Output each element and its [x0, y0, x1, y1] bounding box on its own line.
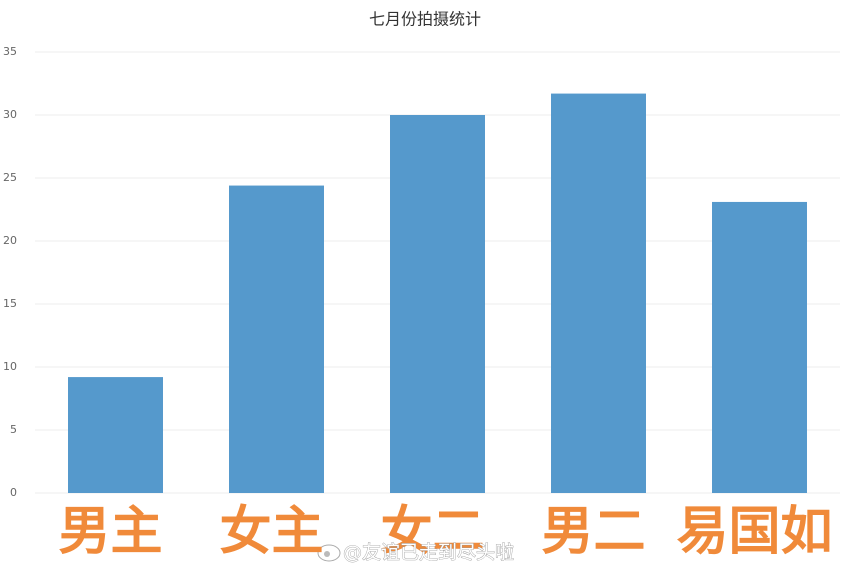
x-tick-label: 易国如: [676, 502, 832, 562]
bar: [68, 377, 163, 493]
x-tick-label: 男二: [541, 502, 645, 562]
x-tick-label: 男主: [58, 502, 162, 562]
y-tick-label: 5: [10, 423, 17, 436]
bar: [390, 115, 485, 493]
y-tick-label: 0: [10, 486, 17, 499]
y-tick-label: 25: [3, 171, 17, 184]
x-tick-label: 女二: [380, 502, 484, 562]
bar: [712, 201, 807, 493]
y-tick-label: 15: [3, 297, 17, 310]
y-tick-label: 35: [3, 45, 17, 58]
bar: [229, 185, 324, 493]
x-tick-label: 女主: [219, 502, 323, 562]
chart-title: 七月份拍摄统计: [369, 10, 481, 29]
y-tick-label: 10: [3, 360, 17, 373]
bar: [551, 93, 646, 493]
watermark-logo: [317, 544, 341, 562]
y-tick-label: 20: [3, 234, 17, 247]
y-tick-label: 30: [3, 108, 17, 121]
watermark: @友谊已走到尽头啦: [343, 542, 514, 564]
